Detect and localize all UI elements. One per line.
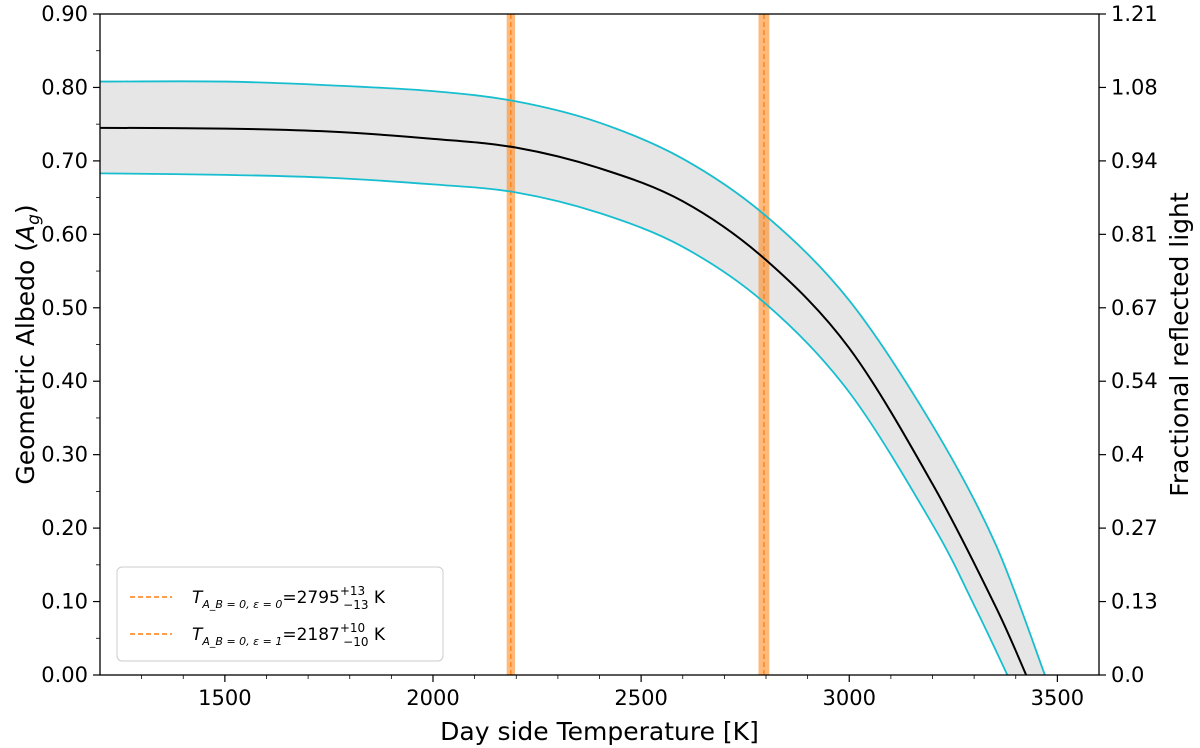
y2-tick-label-2: 0.27 bbox=[1111, 516, 1158, 540]
y-tick-label-3: 0.30 bbox=[41, 443, 88, 467]
y2-tick-label-4: 0.54 bbox=[1111, 369, 1158, 393]
y-tick-label-5: 0.50 bbox=[41, 296, 88, 320]
y-tick-label-8: 0.80 bbox=[41, 75, 88, 99]
x-tick-label-0: 1500 bbox=[198, 686, 251, 710]
y2-tick-label-1: 0.13 bbox=[1111, 590, 1158, 614]
x-tick-label-2: 2500 bbox=[614, 686, 667, 710]
y-tick-label-4: 0.40 bbox=[41, 369, 88, 393]
y-tick-label-0: 0.00 bbox=[41, 663, 88, 687]
upper-bound-line bbox=[100, 80, 1046, 675]
y-tick-label-1: 0.10 bbox=[41, 590, 88, 614]
legend-box bbox=[116, 566, 444, 662]
y2-tick-label-8: 1.08 bbox=[1111, 75, 1158, 99]
y2-tick-label-9: 1.21 bbox=[1111, 2, 1158, 26]
central-albedo-line bbox=[100, 126, 1028, 675]
x-tick-label-3: 3000 bbox=[823, 686, 876, 710]
y2-tick-label-7: 0.94 bbox=[1111, 149, 1158, 173]
legend: TA_B = 0, ε = 0=2795+13 −13 K TA_B = 0, ε … bbox=[116, 566, 444, 662]
axes: 1500 2000 2500 3000 3500 0.00 0.0 0.10 0.13 0.20 0… bbox=[11, 2, 1194, 746]
x-tick-label-1: 2000 bbox=[406, 686, 459, 710]
legend-label-1: TA_B = 0, ε = 1=2187+10 −10 K bbox=[192, 621, 386, 649]
y-axis-title: Geometric Albedo (Ag) bbox=[11, 204, 44, 484]
y-tick-label-9: 0.90 bbox=[41, 2, 88, 26]
y-tick-label-2: 0.20 bbox=[41, 516, 88, 540]
lower-bound-line bbox=[100, 172, 1009, 675]
plot-area bbox=[100, 14, 1046, 675]
x-tick-label-4: 3500 bbox=[1031, 686, 1084, 710]
y2-tick-label-5: 0.67 bbox=[1111, 296, 1158, 320]
y2-tick-label-0: 0.0 bbox=[1111, 663, 1144, 687]
legend-label-0: TA_B = 0, ε = 0=2795+13 −13 K bbox=[192, 584, 386, 612]
uncertainty-band bbox=[100, 81, 1045, 675]
x-axis-title: Day side Temperature [K] bbox=[440, 717, 759, 746]
y-tick-label-6: 0.60 bbox=[41, 222, 88, 246]
y-tick-label-7: 0.70 bbox=[41, 149, 88, 173]
y2-tick-label-6: 0.81 bbox=[1111, 222, 1158, 246]
y2-tick-label-3: 0.4 bbox=[1111, 443, 1144, 467]
y2-axis-title: Fractional reflected light bbox=[1165, 192, 1194, 497]
